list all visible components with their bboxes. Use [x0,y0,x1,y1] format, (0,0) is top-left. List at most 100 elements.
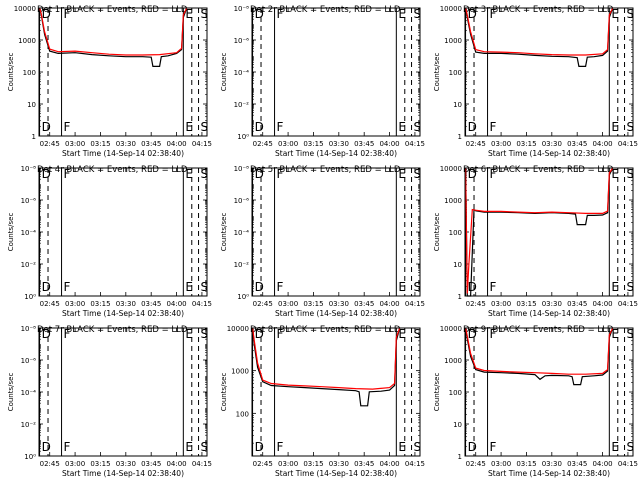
y-tick-label: 10⁰ [24,293,36,301]
marker-label: D [255,120,264,134]
marker-label-top: D [255,327,264,341]
marker-label-top: D [42,167,51,181]
marker-label-top: D [255,7,264,21]
marker-label: S [627,120,635,134]
x-tick-label: 03:45 [354,300,374,308]
x-tick-label: 04:15 [405,300,425,308]
y-tick-label: 10⁰ [237,133,249,141]
x-tick-label: 04:00 [379,300,399,308]
x-tick-label: 03:15 [90,140,110,148]
marker-label-top: F [64,7,71,21]
x-tick-label: 04:00 [592,460,612,468]
plot-frame [38,167,208,297]
y-tick-label: 1000 [444,357,462,365]
y-tick-label: 10⁻² [21,261,37,269]
marker-label: F [277,440,284,454]
y-tick-label: 10000 [227,325,249,333]
chart-title: Det 5r BLACK = Events, RED = LLD [250,165,401,175]
y-tick-label: 10 [453,261,462,269]
y-tick-label: 10⁻⁶ [21,197,37,205]
chart-title: Det 6r BLACK = Events, RED = LLD [463,165,614,175]
plot-frame [251,167,421,297]
plot-frame [464,327,634,457]
y-tick-label: 10⁻⁶ [234,37,250,45]
x-tick-label: 04:00 [166,460,186,468]
series-line-lld [465,167,614,294]
x-tick-label: 04:00 [592,140,612,148]
marker-label-top: E [185,327,193,341]
chart-panel-9: Det 9r BLACK = Events, RED = LLD Counts/s… [433,325,638,478]
x-tick-label: 03:00 [278,460,298,468]
chart-panel-8: Det 8r BLACK = Events, RED = LLD Counts/s… [220,325,425,478]
marker-label: D [42,280,51,294]
x-tick-label: 03:00 [491,460,511,468]
x-tick-label: 03:15 [516,140,536,148]
marker-label: D [468,120,477,134]
marker-label: E [185,120,193,134]
y-tick-label: 10⁻⁶ [21,357,37,365]
y-axis-label: Counts/sec [7,213,15,252]
y-axis-label: Counts/sec [7,53,15,92]
marker-label: F [490,280,497,294]
x-axis-label: Start Time (14-Sep-14 02:38:40) [488,469,610,478]
y-tick-label: 1 [458,453,462,461]
marker-label: S [627,440,635,454]
marker-label: D [255,440,264,454]
marker-label-top: D [468,167,477,181]
x-tick-label: 04:15 [192,300,212,308]
x-tick-label: 04:00 [379,140,399,148]
y-tick-label: 100 [449,389,462,397]
y-tick-label: 10000 [14,5,36,13]
x-tick-label: 03:15 [303,140,323,148]
marker-label: D [468,280,477,294]
x-tick-label: 03:15 [303,300,323,308]
y-tick-label: 100 [449,69,462,77]
chart-title: Det 8r BLACK = Events, RED = LLD [250,325,401,335]
marker-label: E [398,120,406,134]
marker-label-top: F [490,167,497,181]
x-tick-label: 03:30 [116,140,136,148]
x-tick-label: 04:00 [166,300,186,308]
chart-title: Det 4r BLACK = Events, RED = LLD [37,165,188,175]
x-tick-label: 03:15 [90,460,110,468]
marker-label-top: F [64,327,71,341]
chart-panel-7: Det 7r BLACK = Events, RED = LLD Counts/s… [7,325,212,478]
x-tick-label: 03:45 [567,300,587,308]
x-tick-label: 02:45 [253,460,273,468]
series-line-lld [252,327,401,390]
marker-label: D [468,440,477,454]
series-line-events [252,327,401,407]
x-axis-label: Start Time (14-Sep-14 02:38:40) [62,309,184,318]
y-axis-label: Counts/sec [433,213,441,252]
series-line-events [39,7,188,68]
y-tick-label: 100 [23,69,36,77]
marker-label-top: S [414,327,422,341]
marker-label: S [414,440,422,454]
chart-panel-1: Det 1r BLACK = Events, RED = LLD Counts/s… [7,5,212,158]
x-tick-label: 03:30 [116,460,136,468]
plot-frame [464,7,634,137]
y-tick-label: 10⁻⁴ [234,229,250,237]
x-tick-label: 04:00 [166,140,186,148]
marker-label-top: S [627,327,635,341]
marker-label-top: S [201,327,209,341]
plot-frame [38,327,208,457]
x-tick-label: 03:45 [141,460,161,468]
x-tick-label: 03:45 [567,140,587,148]
x-tick-label: 03:00 [65,300,85,308]
y-axis-label: Counts/sec [220,213,228,252]
marker-label: S [201,280,209,294]
marker-label: E [185,280,193,294]
marker-label: E [398,440,406,454]
x-tick-label: 02:45 [40,460,60,468]
y-tick-label: 10⁻² [234,261,250,269]
marker-label-top: E [185,167,193,181]
marker-label-top: E [611,167,619,181]
x-tick-label: 03:45 [141,300,161,308]
y-tick-label: 10⁻⁴ [21,229,37,237]
y-tick-label: 10 [27,101,36,109]
marker-label-top: F [490,7,497,21]
series-line-lld [39,7,188,56]
y-tick-label: 10⁻⁶ [234,197,250,205]
